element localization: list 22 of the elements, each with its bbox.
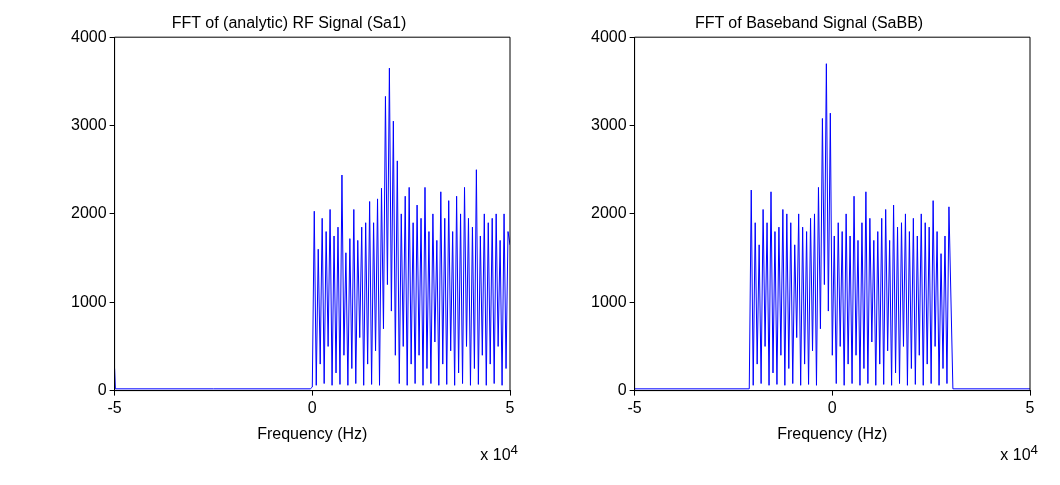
x-tick-label: -5 — [627, 398, 642, 416]
x-tick-label: -5 — [107, 398, 122, 416]
chart-title: FFT of Baseband Signal (SaBB) — [694, 14, 924, 32]
x-tick-label: 5 — [505, 398, 515, 416]
x-axis-title: Frequency (Hz) — [257, 424, 368, 442]
x-tick-label: 0 — [307, 398, 317, 416]
y-tick-label: 0 — [617, 381, 627, 399]
y-tick-label: 4000 — [71, 27, 107, 45]
y-tick-label: 3000 — [71, 115, 107, 133]
x-tick-label: 5 — [1025, 398, 1035, 416]
x-axis-title: Frequency (Hz) — [777, 424, 888, 442]
y-tick-label: 3000 — [591, 115, 627, 133]
y-tick-label: 4000 — [591, 27, 627, 45]
y-tick-label: 1000 — [591, 292, 627, 310]
text: x 10$^{4}$ — [1000, 440, 1038, 465]
y-tick-label: 2000 — [591, 204, 627, 222]
x-tick-label: 0 — [827, 398, 837, 416]
chart-title: FFT of (analytic) RF Signal (Sa1) — [171, 14, 407, 32]
y-tick-label: 2000 — [71, 204, 107, 222]
y-tick-label: 0 — [97, 381, 107, 399]
text: x 10$^{4}$ — [480, 440, 518, 465]
y-tick-label: 1000 — [71, 292, 107, 310]
